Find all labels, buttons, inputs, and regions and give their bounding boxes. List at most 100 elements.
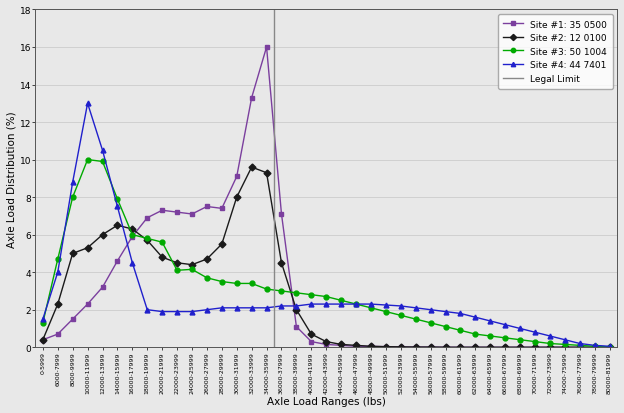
- X-axis label: Axle Load Ranges (lbs): Axle Load Ranges (lbs): [267, 396, 386, 406]
- Site #4: 44 7401: (9, 1.9): 44 7401: (9, 1.9): [173, 309, 181, 314]
- Site #3: 50 1004: (35, 0.15): 50 1004: (35, 0.15): [561, 342, 568, 347]
- Site #1: 35 0500: (35, 0): 35 0500: (35, 0): [561, 345, 568, 350]
- Site #4: 44 7401: (25, 2.1): 44 7401: (25, 2.1): [412, 306, 419, 311]
- Site #1: 35 0500: (23, 0.03): 35 0500: (23, 0.03): [382, 344, 389, 349]
- Site #3: 50 1004: (27, 1.1): 50 1004: (27, 1.1): [442, 324, 449, 329]
- Site #3: 50 1004: (37, 0.05): 50 1004: (37, 0.05): [591, 344, 598, 349]
- Site #2: 12 0100: (11, 4.7): 12 0100: (11, 4.7): [203, 257, 211, 262]
- Site #4: 44 7401: (8, 1.9): 44 7401: (8, 1.9): [158, 309, 166, 314]
- Site #1: 35 0500: (3, 2.3): 35 0500: (3, 2.3): [84, 302, 91, 307]
- Site #2: 12 0100: (16, 4.5): 12 0100: (16, 4.5): [278, 261, 285, 266]
- Site #2: 12 0100: (23, 0.03): 12 0100: (23, 0.03): [382, 344, 389, 349]
- Line: Site #4: 44 7401: Site #4: 44 7401: [41, 102, 612, 349]
- Site #3: 50 1004: (25, 1.5): 50 1004: (25, 1.5): [412, 317, 419, 322]
- Site #2: 12 0100: (17, 2): 12 0100: (17, 2): [293, 307, 300, 312]
- Site #4: 44 7401: (7, 2): 44 7401: (7, 2): [144, 307, 151, 312]
- Site #2: 12 0100: (33, 0): 12 0100: (33, 0): [531, 345, 539, 350]
- Site #3: 50 1004: (2, 8): 50 1004: (2, 8): [69, 195, 76, 200]
- Site #1: 35 0500: (6, 5.9): 35 0500: (6, 5.9): [129, 235, 136, 240]
- Site #4: 44 7401: (11, 2): 44 7401: (11, 2): [203, 307, 211, 312]
- Site #4: 44 7401: (19, 2.3): 44 7401: (19, 2.3): [323, 302, 330, 307]
- Site #3: 50 1004: (10, 4.15): 50 1004: (10, 4.15): [188, 267, 196, 272]
- Site #3: 50 1004: (5, 7.9): 50 1004: (5, 7.9): [114, 197, 121, 202]
- Site #3: 50 1004: (21, 2.3): 50 1004: (21, 2.3): [353, 302, 360, 307]
- Site #3: 50 1004: (9, 4.1): 50 1004: (9, 4.1): [173, 268, 181, 273]
- Site #4: 44 7401: (4, 10.5): 44 7401: (4, 10.5): [99, 148, 106, 153]
- Site #1: 35 0500: (28, 0): 35 0500: (28, 0): [457, 345, 464, 350]
- Site #4: 44 7401: (24, 2.2): 44 7401: (24, 2.2): [397, 304, 404, 309]
- Site #1: 35 0500: (37, 0): 35 0500: (37, 0): [591, 345, 598, 350]
- Site #2: 12 0100: (10, 4.4): 12 0100: (10, 4.4): [188, 263, 196, 268]
- Site #1: 35 0500: (1, 0.7): 35 0500: (1, 0.7): [54, 332, 62, 337]
- Site #1: 35 0500: (11, 7.5): 35 0500: (11, 7.5): [203, 204, 211, 209]
- Site #1: 35 0500: (2, 1.5): 35 0500: (2, 1.5): [69, 317, 76, 322]
- Site #3: 50 1004: (38, 0.02): 50 1004: (38, 0.02): [606, 344, 613, 349]
- Site #3: 50 1004: (33, 0.3): 50 1004: (33, 0.3): [531, 339, 539, 344]
- Site #1: 35 0500: (9, 7.2): 35 0500: (9, 7.2): [173, 210, 181, 215]
- Site #3: 50 1004: (6, 6): 50 1004: (6, 6): [129, 233, 136, 237]
- Site #3: 50 1004: (8, 5.6): 50 1004: (8, 5.6): [158, 240, 166, 245]
- Site #3: 50 1004: (13, 3.4): 50 1004: (13, 3.4): [233, 281, 240, 286]
- Site #3: 50 1004: (23, 1.9): 50 1004: (23, 1.9): [382, 309, 389, 314]
- Site #3: 50 1004: (11, 3.7): 50 1004: (11, 3.7): [203, 275, 211, 280]
- Site #3: 50 1004: (1, 4.7): 50 1004: (1, 4.7): [54, 257, 62, 262]
- Site #4: 44 7401: (0, 1.5): 44 7401: (0, 1.5): [39, 317, 47, 322]
- Site #3: 50 1004: (20, 2.5): 50 1004: (20, 2.5): [338, 298, 345, 303]
- Site #4: 44 7401: (36, 0.2): 44 7401: (36, 0.2): [576, 341, 583, 346]
- Site #3: 50 1004: (36, 0.1): 50 1004: (36, 0.1): [576, 343, 583, 348]
- Site #2: 12 0100: (8, 4.8): 12 0100: (8, 4.8): [158, 255, 166, 260]
- Site #3: 50 1004: (24, 1.7): 50 1004: (24, 1.7): [397, 313, 404, 318]
- Site #1: 35 0500: (4, 3.2): 35 0500: (4, 3.2): [99, 285, 106, 290]
- Site #1: 35 0500: (14, 13.3): 35 0500: (14, 13.3): [248, 96, 255, 101]
- Site #1: 35 0500: (29, 0): 35 0500: (29, 0): [472, 345, 479, 350]
- Site #3: 50 1004: (7, 5.8): 50 1004: (7, 5.8): [144, 236, 151, 241]
- Site #4: 44 7401: (17, 2.2): 44 7401: (17, 2.2): [293, 304, 300, 309]
- Site #2: 12 0100: (6, 6.3): 12 0100: (6, 6.3): [129, 227, 136, 232]
- Site #4: 44 7401: (23, 2.25): 44 7401: (23, 2.25): [382, 303, 389, 308]
- Site #4: 44 7401: (31, 1.2): 44 7401: (31, 1.2): [502, 323, 509, 328]
- Site #2: 12 0100: (25, 0.01): 12 0100: (25, 0.01): [412, 345, 419, 350]
- Site #2: 12 0100: (32, 0): 12 0100: (32, 0): [517, 345, 524, 350]
- Site #1: 35 0500: (32, 0): 35 0500: (32, 0): [517, 345, 524, 350]
- Site #4: 44 7401: (15, 2.1): 44 7401: (15, 2.1): [263, 306, 270, 311]
- Site #1: 35 0500: (10, 7.1): 35 0500: (10, 7.1): [188, 212, 196, 217]
- Site #4: 44 7401: (2, 8.8): 44 7401: (2, 8.8): [69, 180, 76, 185]
- Line: Site #3: 50 1004: Site #3: 50 1004: [41, 158, 612, 349]
- Site #3: 50 1004: (4, 9.9): 50 1004: (4, 9.9): [99, 159, 106, 164]
- Site #1: 35 0500: (7, 6.9): 35 0500: (7, 6.9): [144, 216, 151, 221]
- Site #2: 12 0100: (14, 9.6): 12 0100: (14, 9.6): [248, 165, 255, 170]
- Site #4: 44 7401: (22, 2.3): 44 7401: (22, 2.3): [367, 302, 374, 307]
- Site #1: 35 0500: (30, 0): 35 0500: (30, 0): [487, 345, 494, 350]
- Site #3: 50 1004: (17, 2.9): 50 1004: (17, 2.9): [293, 291, 300, 296]
- Site #2: 12 0100: (2, 5): 12 0100: (2, 5): [69, 252, 76, 256]
- Site #2: 12 0100: (13, 8): 12 0100: (13, 8): [233, 195, 240, 200]
- Site #3: 50 1004: (31, 0.5): 50 1004: (31, 0.5): [502, 335, 509, 340]
- Site #4: 44 7401: (37, 0.1): 44 7401: (37, 0.1): [591, 343, 598, 348]
- Site #2: 12 0100: (22, 0.05): 12 0100: (22, 0.05): [367, 344, 374, 349]
- Site #1: 35 0500: (21, 0.05): 35 0500: (21, 0.05): [353, 344, 360, 349]
- Site #2: 12 0100: (34, 0): 12 0100: (34, 0): [546, 345, 553, 350]
- Site #1: 35 0500: (16, 7.1): 35 0500: (16, 7.1): [278, 212, 285, 217]
- Site #1: 35 0500: (33, 0): 35 0500: (33, 0): [531, 345, 539, 350]
- Site #1: 35 0500: (20, 0.1): 35 0500: (20, 0.1): [338, 343, 345, 348]
- Site #3: 50 1004: (18, 2.8): 50 1004: (18, 2.8): [308, 292, 315, 297]
- Site #1: 35 0500: (5, 4.6): 35 0500: (5, 4.6): [114, 259, 121, 264]
- Site #4: 44 7401: (20, 2.3): 44 7401: (20, 2.3): [338, 302, 345, 307]
- Site #2: 12 0100: (30, 0): 12 0100: (30, 0): [487, 345, 494, 350]
- Site #4: 44 7401: (18, 2.3): 44 7401: (18, 2.3): [308, 302, 315, 307]
- Site #4: 44 7401: (13, 2.1): 44 7401: (13, 2.1): [233, 306, 240, 311]
- Line: Site #2: 12 0100: Site #2: 12 0100: [41, 165, 612, 350]
- Line: Site #1: 35 0500: Site #1: 35 0500: [41, 45, 612, 350]
- Site #2: 12 0100: (37, 0): 12 0100: (37, 0): [591, 345, 598, 350]
- Site #4: 44 7401: (30, 1.4): 44 7401: (30, 1.4): [487, 319, 494, 324]
- Site #4: 44 7401: (12, 2.1): 44 7401: (12, 2.1): [218, 306, 225, 311]
- Site #2: 12 0100: (31, 0): 12 0100: (31, 0): [502, 345, 509, 350]
- Site #2: 12 0100: (27, 0): 12 0100: (27, 0): [442, 345, 449, 350]
- Site #1: 35 0500: (36, 0): 35 0500: (36, 0): [576, 345, 583, 350]
- Legal Limit: [270, 345, 278, 350]
- Site #3: 50 1004: (14, 3.4): 50 1004: (14, 3.4): [248, 281, 255, 286]
- Site #4: 44 7401: (6, 4.5): 44 7401: (6, 4.5): [129, 261, 136, 266]
- Site #2: 12 0100: (36, 0): 12 0100: (36, 0): [576, 345, 583, 350]
- Site #4: 44 7401: (28, 1.8): 44 7401: (28, 1.8): [457, 311, 464, 316]
- Site #3: 50 1004: (26, 1.3): 50 1004: (26, 1.3): [427, 320, 434, 325]
